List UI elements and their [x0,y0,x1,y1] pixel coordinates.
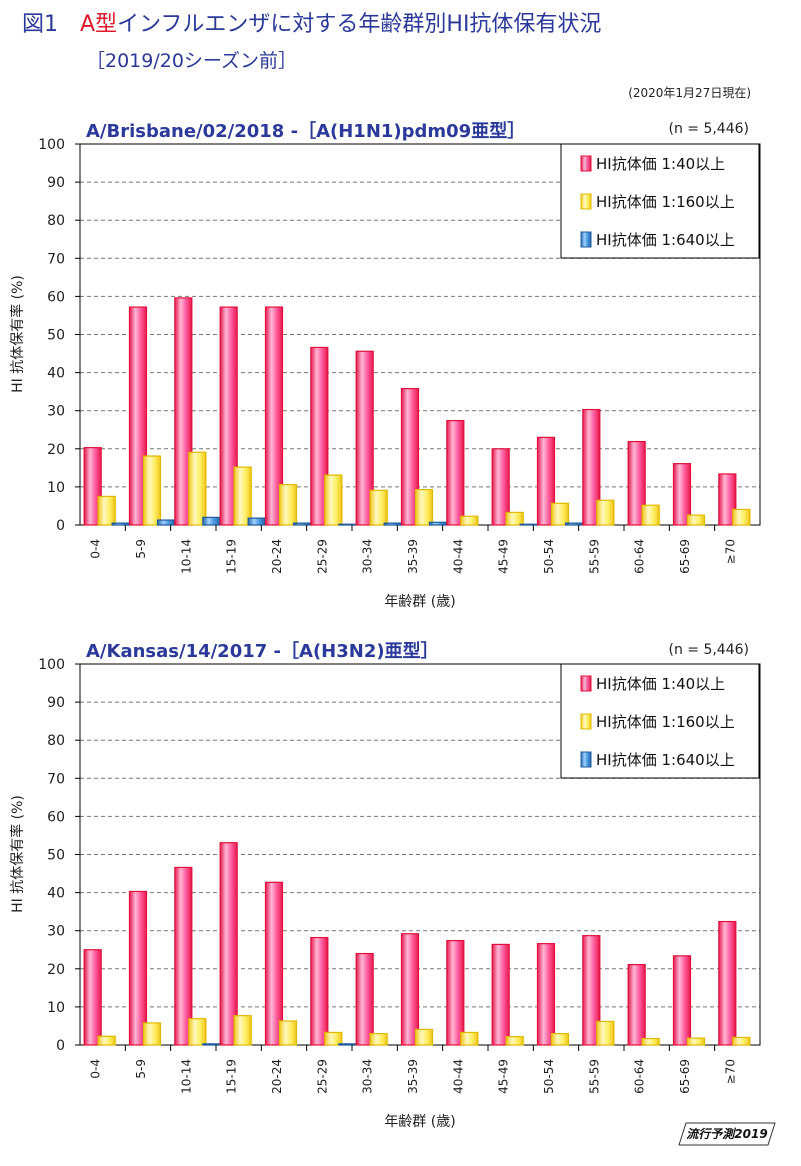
chart1-legend-label: HI抗体価 1:40以上 [596,155,725,173]
chart1-title: A/Brisbane/02/2018 -［A(H1N1)pdm09亜型］ [86,121,526,142]
source-badge: 流行予測2019 [678,1122,776,1146]
chart2-title: A/Kansas/14/2017 -［A(H3N2)亜型］ [86,641,439,662]
figure-title-text: インフルエンザに対する年齢群別HI抗体保有状況 [117,12,602,37]
chart1-legend-swatch-red [580,155,592,172]
chart1-y-tick-label: 50 [47,328,65,344]
chart1-bar-yellow [460,515,479,526]
figure-date-note: (2020年1月27日現在) [628,86,751,100]
chart1-y-tick-label: 20 [47,442,65,458]
chart1-legend-swatch-blue [580,231,592,248]
chart1-bar-yellow [142,455,162,526]
chart1-bar-red [446,420,465,526]
chart1-x-tick-label: 35-39 [406,539,420,574]
chart1-bar-red [264,306,284,526]
chart1-bar-blue [156,519,176,526]
chart1-bar-blue [292,522,312,526]
chart1-y-tick-label: 70 [47,251,65,267]
chart1-bar-yellow [97,495,116,526]
chart1-bar-yellow [324,474,343,526]
chart1-x-tick-label: 60-64 [633,539,647,574]
chart1-bar-yellow [596,499,615,526]
chart1-y-tick-label: 10 [47,480,65,496]
chart1-x-tick-label: 40-44 [451,539,465,574]
chart1-bar-blue [428,521,448,526]
chart1-bar-red [672,463,692,526]
chart1-bar-red [627,440,646,526]
figure-title-subtype: A型 [80,12,118,37]
badge-frame [678,1122,776,1146]
chart1-y-tick-label: 30 [47,404,65,420]
chart2-n-label: (n = 5,446) [668,642,749,658]
chart1-bar-blue [202,516,221,526]
chart1-y-tick-label: 100 [38,137,65,153]
chart1-bar-red [174,297,193,526]
figure-title: 図1 A型インフルエンザに対する年齢群別HI抗体保有状況 [22,6,601,38]
chart1-bar-yellow [505,511,524,526]
chart1-x-tick-label: 50-54 [542,539,556,574]
chart1-bar-yellow [550,502,570,526]
chart1-bar-yellow [414,488,434,526]
chart1-y-tick-label: 80 [47,213,65,229]
chart1-x-tick-label: ≥70 [723,539,737,564]
chart1-x-tick-label: 10-14 [179,539,193,574]
chart1-x-tick-label: 15-19 [225,539,239,574]
chart1-legend-label: HI抗体価 1:160以上 [596,193,735,211]
chart1-bar-red [400,388,420,526]
chart1-bar-blue [111,522,130,526]
chart1-legend [560,143,760,259]
chart1-bar-red [310,346,329,526]
badge-label: 流行予測2019 [686,1127,768,1141]
figure-subtitle: ［2019/20シーズン前］ [86,50,297,72]
chart1-bar-blue [338,523,357,526]
chart1-bar-yellow [369,489,388,526]
chart1-bar-blue [564,522,584,526]
chart1-x-tick-label: 45-49 [497,539,511,574]
chart1-bar-red [83,447,102,526]
chart1-bar-blue [247,517,266,526]
chart1-bar-red [718,473,737,526]
chart1-y-tick-label: 60 [47,289,65,305]
chart1-x-tick-label: 65-69 [678,539,692,574]
chart1-bar-red [355,350,374,526]
chart1-x-tick-label: 55-59 [587,539,601,574]
chart1-bar-red [536,436,556,526]
chart1-x-axis-label: 年齢群 (歳) [384,594,455,610]
chart1-y-tick-label: 90 [47,175,65,191]
chart1-n-label: (n = 5,446) [668,121,749,137]
chart1-bar-yellow [278,484,298,526]
chart1-bar-yellow [686,514,706,526]
chart1-bar-blue [383,522,402,526]
chart1-y-axis-label: HI 抗体保有率 (%) [9,275,26,393]
chart1-y-tick-label: 40 [47,366,65,382]
chart1-bar-red [219,306,238,526]
chart1-x-tick-label: 30-34 [361,539,375,574]
chart1-bar-yellow [641,504,660,526]
chart1-y-tick-label: 0 [56,518,65,534]
chart1-bar-red [491,448,510,526]
chart1-legend-swatch-yellow [580,193,592,210]
figure-number: 図1 [22,12,58,37]
chart1-x-tick-label: 5-9 [134,539,148,559]
chart1-x-tick-label: 25-29 [315,539,329,574]
chart1-legend-label: HI抗体価 1:640以上 [596,231,735,249]
chart1-bar-red [582,408,601,526]
chart1-bar-yellow [188,451,207,526]
chart1-x-tick-label: 0-4 [89,539,103,559]
chart1-x-tick-label: 20-24 [270,539,284,574]
chart1-bar-blue [519,523,538,526]
chart1-bar-yellow [732,508,751,526]
chart1-bar-red [128,306,148,526]
chart1-bar-yellow [233,466,252,526]
